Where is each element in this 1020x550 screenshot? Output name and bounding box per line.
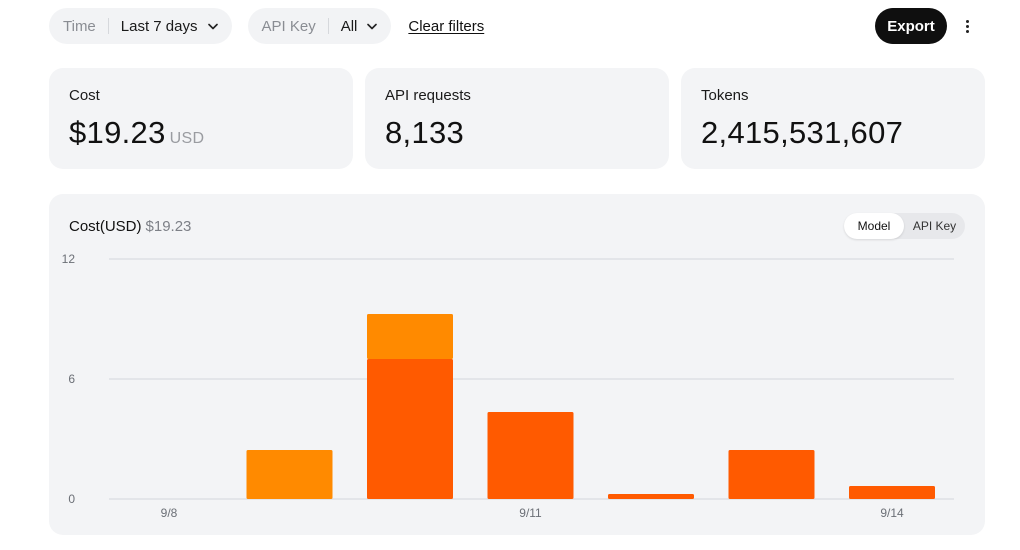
tokens-card: Tokens 2,415,531,607 bbox=[681, 68, 985, 169]
bar-segment bbox=[246, 450, 333, 499]
chevron-down-icon bbox=[207, 21, 218, 31]
tokens-label: Tokens bbox=[701, 87, 749, 104]
divider bbox=[327, 18, 329, 34]
cost-label: Cost bbox=[69, 87, 100, 104]
x-tick-label: 9/14 bbox=[880, 506, 904, 520]
cost-unit: USD bbox=[169, 130, 205, 147]
api-requests-label: API requests bbox=[385, 87, 471, 104]
chart-title: Cost(USD) $19.23 bbox=[69, 218, 191, 235]
toggle-api-key[interactable]: API Key bbox=[912, 219, 957, 233]
chevron-down-icon bbox=[367, 21, 378, 31]
cost-value: $19.23 bbox=[69, 115, 166, 150]
x-tick-label: 9/11 bbox=[519, 506, 542, 520]
bar-segment bbox=[608, 494, 694, 499]
time-filter-key: Time bbox=[63, 17, 96, 35]
tokens-value: 2,415,531,607 bbox=[701, 115, 904, 150]
export-button[interactable]: Export bbox=[875, 8, 947, 44]
bar-segment bbox=[367, 359, 453, 499]
cost-value-row: $19.23 USD bbox=[69, 115, 333, 151]
more-options-icon[interactable] bbox=[958, 16, 976, 36]
bar-segment bbox=[487, 412, 574, 499]
x-tick-label: 9/8 bbox=[161, 506, 178, 520]
clear-filters-link[interactable]: Clear filters bbox=[408, 17, 485, 35]
api-key-filter-key: API Key bbox=[261, 17, 316, 35]
chart-total: $19.23 bbox=[145, 218, 192, 235]
group-by-toggle: Model API Key bbox=[844, 213, 965, 239]
y-tick-label: 6 bbox=[68, 372, 75, 386]
api-key-filter-value: All bbox=[340, 17, 358, 35]
bar-segment bbox=[849, 486, 935, 499]
divider bbox=[107, 18, 109, 34]
y-tick-label: 0 bbox=[68, 492, 75, 506]
y-tick-label: 12 bbox=[62, 252, 76, 266]
cost-chart-panel: Cost(USD) $19.23 Model API Key 0 6 12 9/8 9/1… bbox=[49, 194, 985, 535]
bar-segment bbox=[367, 314, 453, 359]
bar-segment bbox=[728, 450, 815, 499]
toggle-model[interactable]: Model bbox=[844, 213, 904, 239]
cost-bar-chart: 0 6 12 9/8 9/11 9/14 bbox=[62, 252, 954, 520]
chart-title-text: Cost(USD) bbox=[69, 218, 142, 235]
api-key-filter[interactable]: API Key All bbox=[247, 8, 392, 44]
time-filter-value: Last 7 days bbox=[120, 17, 198, 35]
filter-bar: Time Last 7 days API Key All Clear filte… bbox=[49, 8, 484, 44]
cost-card: Cost $19.23 USD bbox=[49, 68, 353, 169]
time-filter[interactable]: Time Last 7 days bbox=[49, 8, 232, 44]
api-requests-card: API requests 8,133 bbox=[365, 68, 669, 169]
api-requests-value: 8,133 bbox=[385, 115, 465, 150]
